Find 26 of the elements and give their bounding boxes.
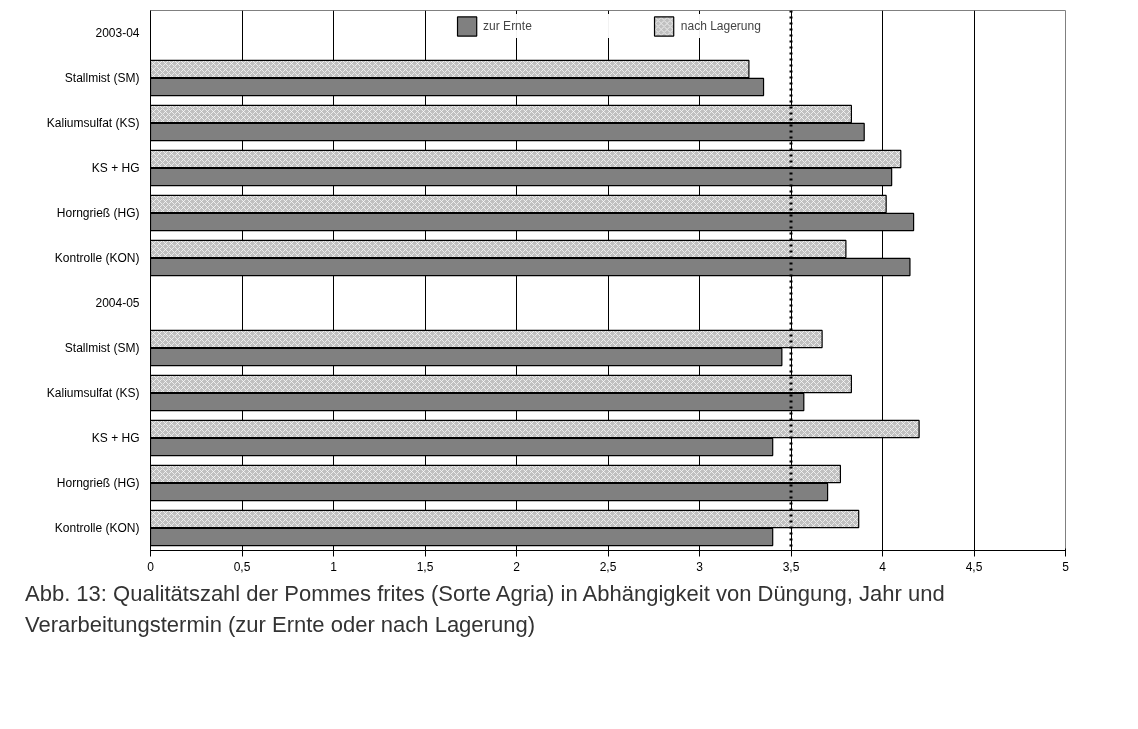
y-tick-label: Stallmist (SM) — [64, 341, 140, 355]
y-tick-label: 2003-04 — [95, 26, 140, 40]
y-tick-label: Kaliumsulfat (KS) — [46, 386, 140, 400]
x-tick-label: 2,5 — [599, 559, 617, 574]
text: Abb. 13: Qualitätszahl der Pommes frites (Sorte Agria) in Abhängigkeit von Düngung, Jahr und Verarbeitungstermin (zur Ernte oder nach Lagerung) — [25, 580, 946, 640]
x-tick-label: 0,5 — [233, 559, 251, 574]
x-tick-label: 3,5 — [782, 559, 800, 574]
y-tick-label: Horngrieß (HG) — [56, 476, 140, 490]
legend-label: zur Ernte — [483, 19, 532, 33]
y-tick-label: Stallmist (SM) — [64, 71, 140, 85]
y-tick-label: KS + HG — [91, 431, 140, 445]
legend-label: nach Lagerung — [680, 19, 761, 33]
x-tick-label: 1,5 — [416, 559, 434, 574]
x-tick-label: 4 — [879, 559, 887, 574]
y-tick-label: Horngrieß (HG) — [56, 206, 140, 220]
y-tick-label: Kontrolle (KON) — [54, 251, 140, 265]
x-tick-label: 0 — [147, 559, 155, 574]
y-tick-label: Kontrolle (KON) — [54, 521, 140, 535]
x-tick-label: 1 — [330, 559, 338, 574]
x-tick-label: 2 — [513, 559, 521, 574]
y-tick-label: 2004-05 — [95, 296, 140, 310]
x-tick-label: 4,5 — [965, 559, 983, 574]
x-tick-label: 5 — [1062, 559, 1070, 574]
y-tick-label: KS + HG — [91, 161, 140, 175]
y-tick-label: Kaliumsulfat (KS) — [46, 116, 140, 130]
x-tick-label: 3 — [696, 559, 704, 574]
